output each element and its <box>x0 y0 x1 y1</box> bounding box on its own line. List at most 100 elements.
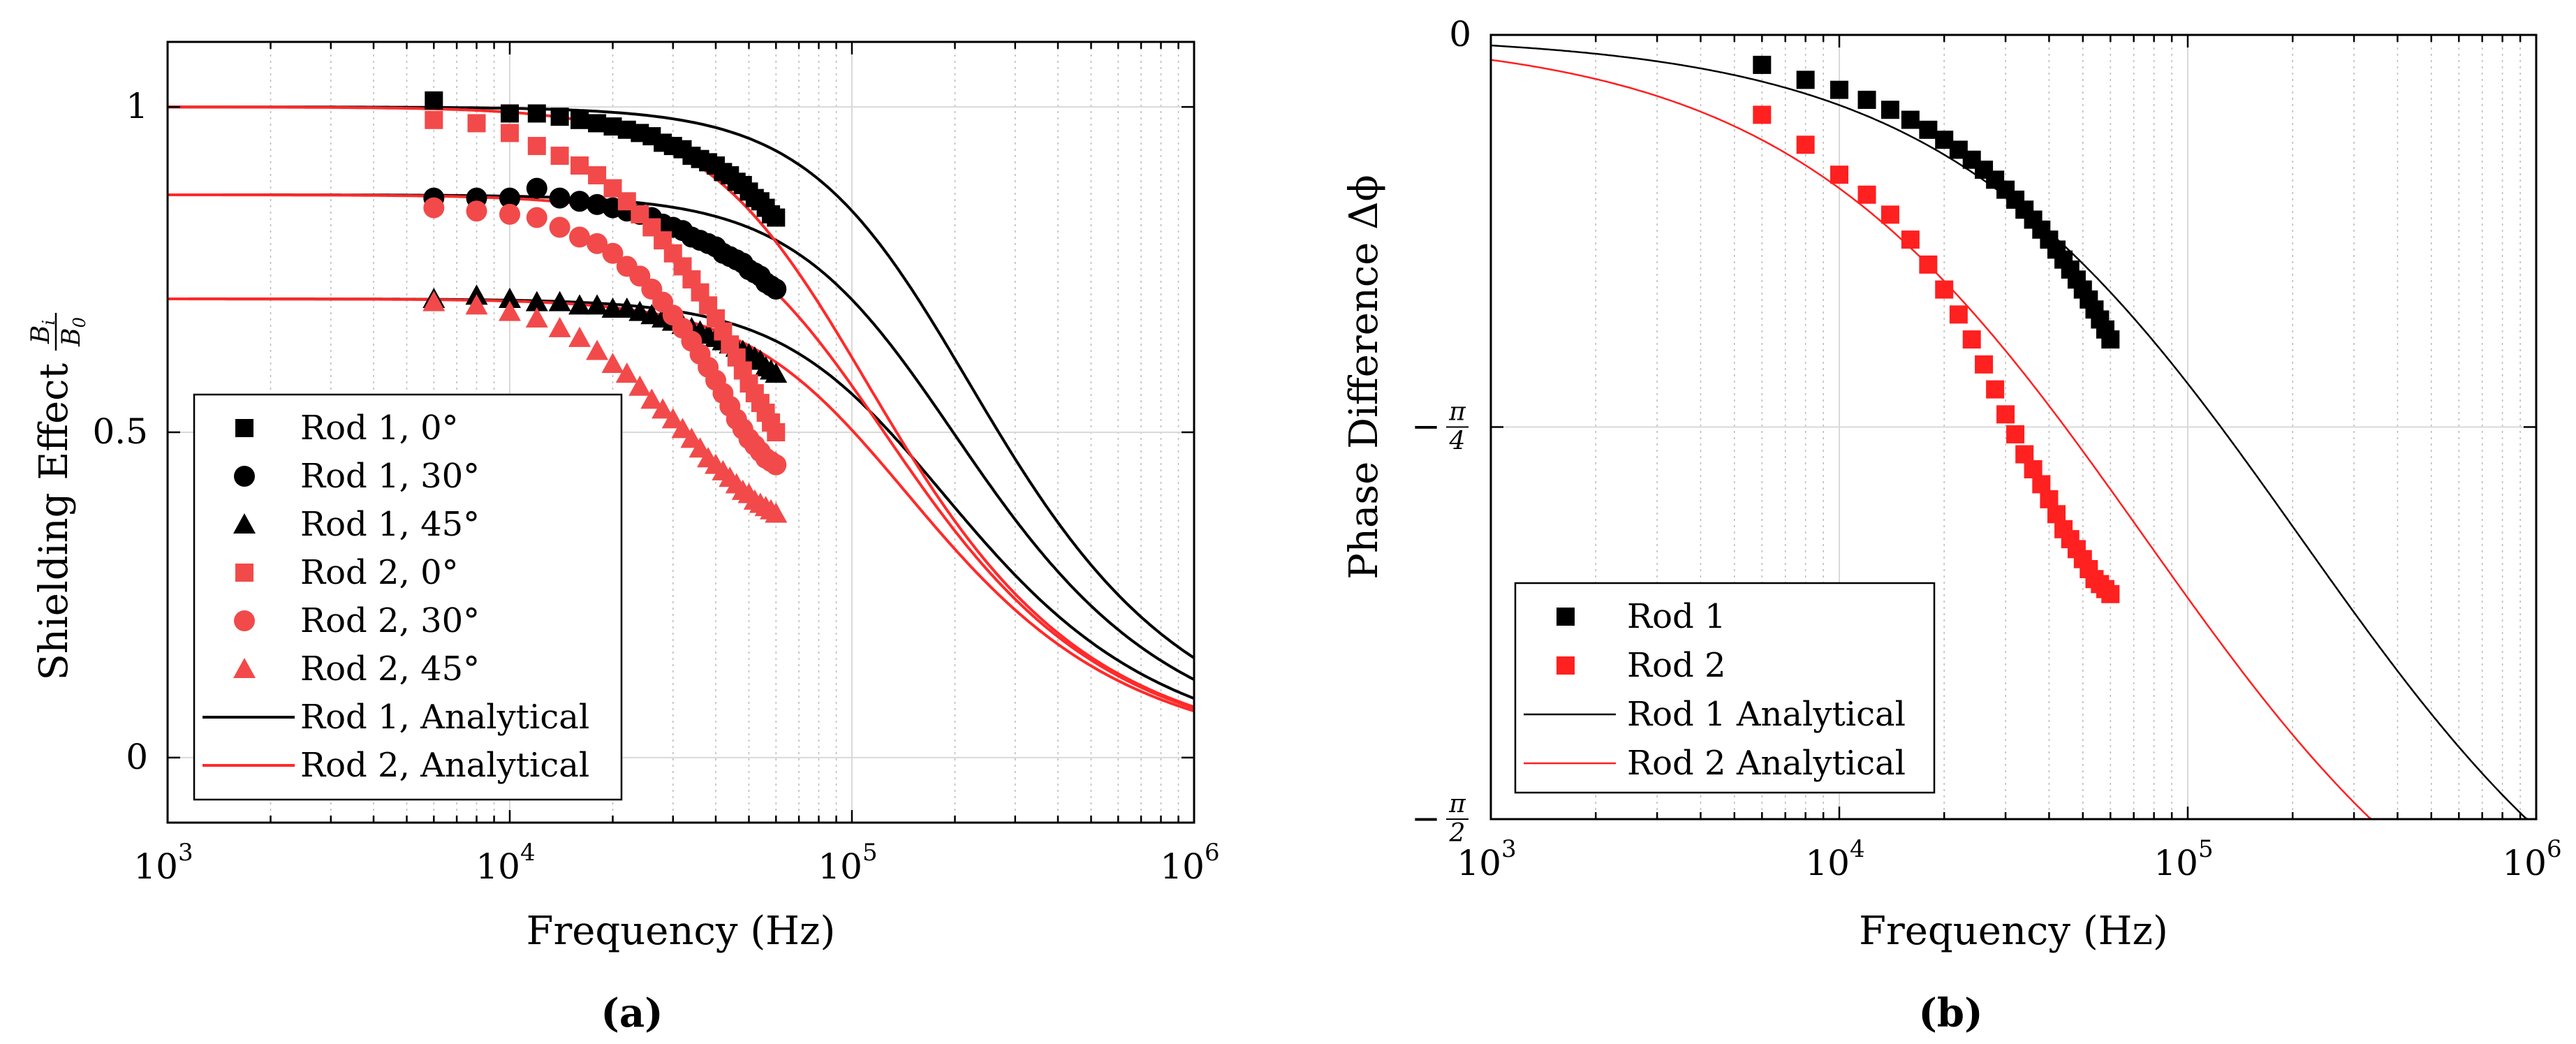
panel-a-y-axis-fraction: Bi B0 <box>27 313 89 351</box>
legend-marker <box>233 513 256 534</box>
data-point <box>499 187 520 209</box>
legend-marker <box>233 658 256 678</box>
legend-label: Rod 2, 0° <box>300 553 459 592</box>
panel-a-data-markers <box>422 91 788 523</box>
panel-a-y-axis-label-text: Shielding Effect <box>31 363 77 681</box>
data-point <box>587 233 608 254</box>
data-point <box>548 316 571 337</box>
legend-marker <box>234 610 255 631</box>
data-point <box>1949 305 1968 324</box>
data-point <box>586 294 609 315</box>
data-point <box>525 291 548 311</box>
data-point <box>615 362 638 383</box>
y-tick-frac-num: π <box>1448 790 1466 818</box>
data-point <box>1753 105 1772 124</box>
data-point <box>661 408 684 429</box>
data-point <box>423 197 445 219</box>
data-point <box>1830 166 1848 184</box>
x-tick-label: 106 <box>1160 839 1219 887</box>
data-point <box>1881 101 1899 119</box>
data-point <box>1901 230 1920 249</box>
data-point <box>2101 330 2120 349</box>
data-point <box>550 147 569 166</box>
data-point <box>525 307 548 328</box>
data-point <box>602 242 624 264</box>
data-point <box>501 124 519 142</box>
y-tick-label: 0.5 <box>92 411 148 452</box>
y-tick-label: 1 <box>126 86 148 126</box>
data-point <box>765 502 788 523</box>
data-point <box>1975 355 1994 374</box>
data-point <box>425 110 443 129</box>
data-point <box>501 104 519 123</box>
y-tick-label: 0 <box>1449 14 1471 54</box>
legend-label: Rod 1, 30° <box>300 457 480 496</box>
panel-a-y-axis-label: Shielding Effect Bi B0 <box>27 313 89 681</box>
data-point <box>588 166 607 184</box>
data-point <box>1881 205 1899 224</box>
x-tick-label: 106 <box>2502 835 2561 883</box>
panel-b-x-axis-label: Frequency (Hz) <box>1859 909 2168 954</box>
y-tick-minus: − <box>1411 406 1441 447</box>
data-point <box>2101 585 2120 603</box>
fraction-denominator: B0 <box>57 317 89 347</box>
data-point <box>1753 55 1772 74</box>
data-point <box>422 291 446 311</box>
data-point <box>588 114 607 133</box>
data-point <box>601 297 624 318</box>
data-point <box>1935 280 1954 299</box>
panel-a-x-axis-label: Frequency (Hz) <box>527 909 836 954</box>
legend-label: Rod 2, 30° <box>300 601 480 640</box>
data-point <box>569 226 591 248</box>
legend-marker <box>1556 656 1575 675</box>
fraction-numerator: Bi <box>27 320 59 344</box>
legend-marker <box>1556 608 1575 626</box>
data-point <box>765 279 787 300</box>
data-point <box>425 91 443 110</box>
data-point <box>767 208 786 227</box>
legend-label: Rod 2, Analytical <box>300 746 589 785</box>
panel-a-ticks: 103 104 105 106 0 0.5 1 <box>92 42 1220 887</box>
panel-a-legend: Rod 1, 0° Rod 1, 30° Rod 1, 45° Rod 2, 0° Ro… <box>193 393 623 801</box>
data-point <box>652 398 675 419</box>
data-point <box>568 294 591 315</box>
data-point <box>1962 330 1981 349</box>
data-point <box>1919 120 1938 139</box>
y-tick-label: − π4 <box>1411 398 1469 456</box>
y-tick-frac-den: 2 <box>1449 819 1466 848</box>
legend-box <box>193 393 623 801</box>
data-point <box>765 454 787 476</box>
data-point <box>587 193 608 215</box>
y-tick-label: 0 <box>126 737 148 777</box>
data-point <box>765 362 788 383</box>
data-point <box>1919 255 1938 274</box>
legend-label: Rod 2, 45° <box>300 649 480 689</box>
legend-label: Rod 2 Analytical <box>1627 744 1906 783</box>
legend-label: Rod 2 <box>1627 646 1726 685</box>
y-tick-frac-den: 4 <box>1449 427 1466 456</box>
data-point <box>628 375 652 396</box>
legend-box <box>1514 582 1936 794</box>
data-point <box>1996 405 2015 424</box>
data-point <box>550 108 569 126</box>
data-point <box>526 177 547 199</box>
y-tick-label: − π2 <box>1411 790 1469 848</box>
data-point <box>499 300 521 321</box>
data-point <box>527 137 546 156</box>
data-point <box>568 326 591 347</box>
data-point <box>1901 110 1920 129</box>
y-tick-minus: − <box>1411 798 1441 839</box>
data-point <box>571 156 589 175</box>
x-tick-label: 103 <box>133 839 193 887</box>
data-point <box>526 207 547 228</box>
data-point <box>1857 90 1876 109</box>
data-point <box>1796 71 1815 89</box>
legend-marker <box>234 466 255 487</box>
x-tick-label: 104 <box>476 839 535 887</box>
y-tick-frac-num: π <box>1448 398 1466 427</box>
data-point <box>1796 135 1815 154</box>
data-point <box>467 114 486 133</box>
